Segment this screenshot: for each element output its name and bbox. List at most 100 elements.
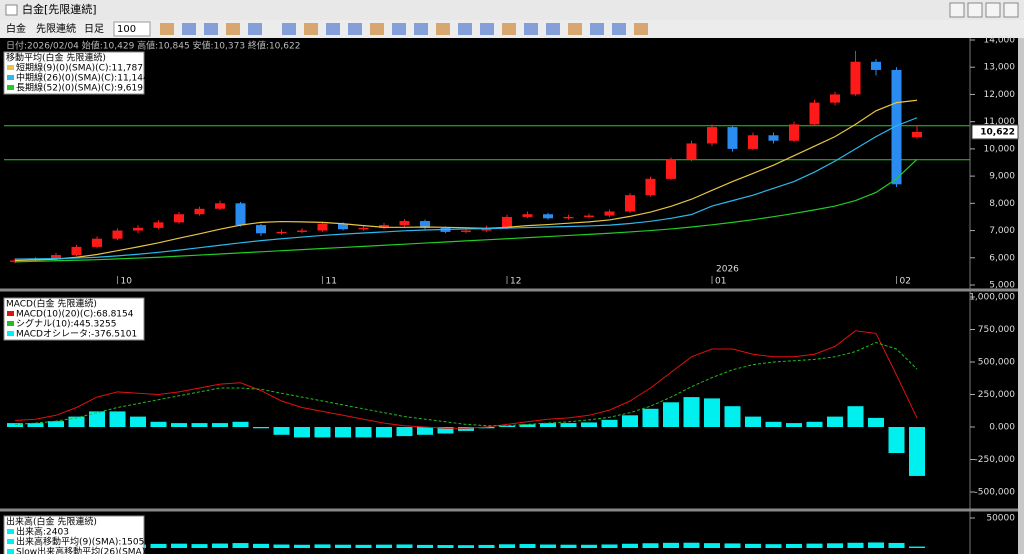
y-tick-label: 11,000 <box>984 117 1016 127</box>
legend-entry: 長期線(52)(0)(SMA)(C):9,619 <box>16 82 143 94</box>
y-tick-label: 9,000 <box>989 172 1015 182</box>
volume-bar <box>294 544 310 548</box>
y-tick-label: 5,000 <box>989 281 1015 291</box>
candle-body <box>522 214 533 217</box>
toolbar-icon[interactable] <box>458 23 472 35</box>
legend-swatch <box>7 321 14 326</box>
candle-body <box>153 222 164 228</box>
panel-title: 出来高(白金 先限連続) <box>6 516 97 528</box>
x-tick-label: 10 <box>121 277 133 287</box>
toolbar-item[interactable]: 先限連続 <box>36 22 76 35</box>
oscillator-bar <box>273 427 290 435</box>
legend-entry: Slow出来高移動平均(26)(SMA):14408 <box>16 546 177 554</box>
oscillator-bar <box>601 419 618 427</box>
close-button[interactable] <box>1003 2 1019 18</box>
toolbar-icon[interactable] <box>248 23 262 35</box>
toolbar-icon[interactable] <box>392 23 406 35</box>
toolbar-icon[interactable] <box>326 23 340 35</box>
candle-body <box>707 127 717 144</box>
volume-bar <box>437 545 454 548</box>
moving-average-line <box>14 117 918 260</box>
legend-entry: 出来高移動平均(9)(SMA):15051 <box>16 536 150 548</box>
oscillator-bar <box>560 423 577 427</box>
legend-entry: シグナル(10):445.3255 <box>16 318 116 330</box>
volume-bar <box>458 545 474 548</box>
toolbar-icon[interactable] <box>612 23 626 35</box>
toolbar-icon[interactable] <box>182 23 196 35</box>
volume-bar <box>622 543 638 548</box>
y-tick-label: 12,000 <box>984 90 1016 100</box>
candle-body <box>912 131 922 138</box>
oscillator-bar <box>540 423 556 427</box>
volume-bar <box>499 544 515 548</box>
toolbar-icon[interactable] <box>348 23 362 35</box>
oscillator-bar <box>191 423 208 427</box>
candle-body <box>358 227 369 230</box>
legend-box <box>3 515 145 554</box>
restore-button[interactable] <box>985 2 1001 18</box>
oscillator-bar <box>396 427 413 437</box>
y-tick-label: 14,000 <box>984 36 1016 46</box>
toolbar-icon[interactable] <box>304 23 318 35</box>
candle-body <box>92 238 102 247</box>
toolbar-item[interactable]: 白金 <box>6 22 26 35</box>
toolbar-icon[interactable] <box>436 23 450 35</box>
count-input[interactable] <box>113 21 151 37</box>
price-label-box <box>971 124 1019 140</box>
volume-bar <box>806 543 823 548</box>
app-icon <box>5 4 18 16</box>
oscillator-bar <box>847 406 864 427</box>
moving-average-line <box>14 99 918 262</box>
oscillator-bar <box>27 423 44 427</box>
candle-body <box>748 135 758 149</box>
legend-entry: 短期線(9)(0)(SMA)(C):11,787 <box>16 62 143 74</box>
maximize-button[interactable] <box>967 2 983 18</box>
candle-body <box>297 230 307 232</box>
candle-body <box>112 230 123 239</box>
toolbar-icon[interactable] <box>634 23 648 35</box>
toolbar-icon[interactable] <box>226 23 240 35</box>
toolbar-icon[interactable] <box>568 23 582 35</box>
x-tick-label: 02 <box>900 277 911 287</box>
candle-body <box>174 214 184 223</box>
volume-bar <box>376 544 392 548</box>
panel-title: MACD(白金 先限連続) <box>6 298 97 310</box>
candle-body <box>604 211 615 216</box>
oscillator-bar <box>745 416 761 427</box>
toolbar-icon[interactable] <box>546 23 560 35</box>
scrollbar[interactable] <box>1018 38 1024 554</box>
toolbar-icon[interactable] <box>524 23 538 35</box>
candle-body <box>256 225 266 234</box>
y-tick-label: 750,000 <box>978 325 1015 335</box>
candle-body <box>399 221 410 226</box>
volume-bar <box>642 543 659 548</box>
toolbar-icon[interactable] <box>502 23 516 35</box>
oscillator-bar <box>171 423 187 427</box>
toolbar-icon[interactable] <box>414 23 428 35</box>
oscillator-bar <box>581 422 597 427</box>
toolbar-icon[interactable] <box>370 23 384 35</box>
title-bar <box>0 0 1024 20</box>
minimize-button[interactable] <box>949 2 965 18</box>
oscillator-bar <box>335 427 351 438</box>
toolbar-icon[interactable] <box>282 23 296 35</box>
toolbar-icon[interactable] <box>160 23 174 35</box>
toolbar-icon[interactable] <box>480 23 494 35</box>
oscillator-bar <box>48 421 64 427</box>
toolbar-icon[interactable] <box>590 23 604 35</box>
oscillator-bar <box>68 416 85 427</box>
volume-bar <box>212 543 228 548</box>
legend-swatch <box>7 85 14 90</box>
indicator-line <box>14 330 918 429</box>
oscillator-bar <box>253 427 269 429</box>
toolbar-icon[interactable] <box>204 23 218 35</box>
volume-bar <box>171 543 187 548</box>
candle-body <box>133 227 143 231</box>
oscillator-bar <box>683 397 700 427</box>
toolbar-item[interactable]: 日足 <box>84 23 104 35</box>
y-tick-label: 6,000 <box>989 253 1015 263</box>
volume-bar <box>868 542 884 548</box>
y-tick-label: 8,000 <box>989 199 1015 209</box>
